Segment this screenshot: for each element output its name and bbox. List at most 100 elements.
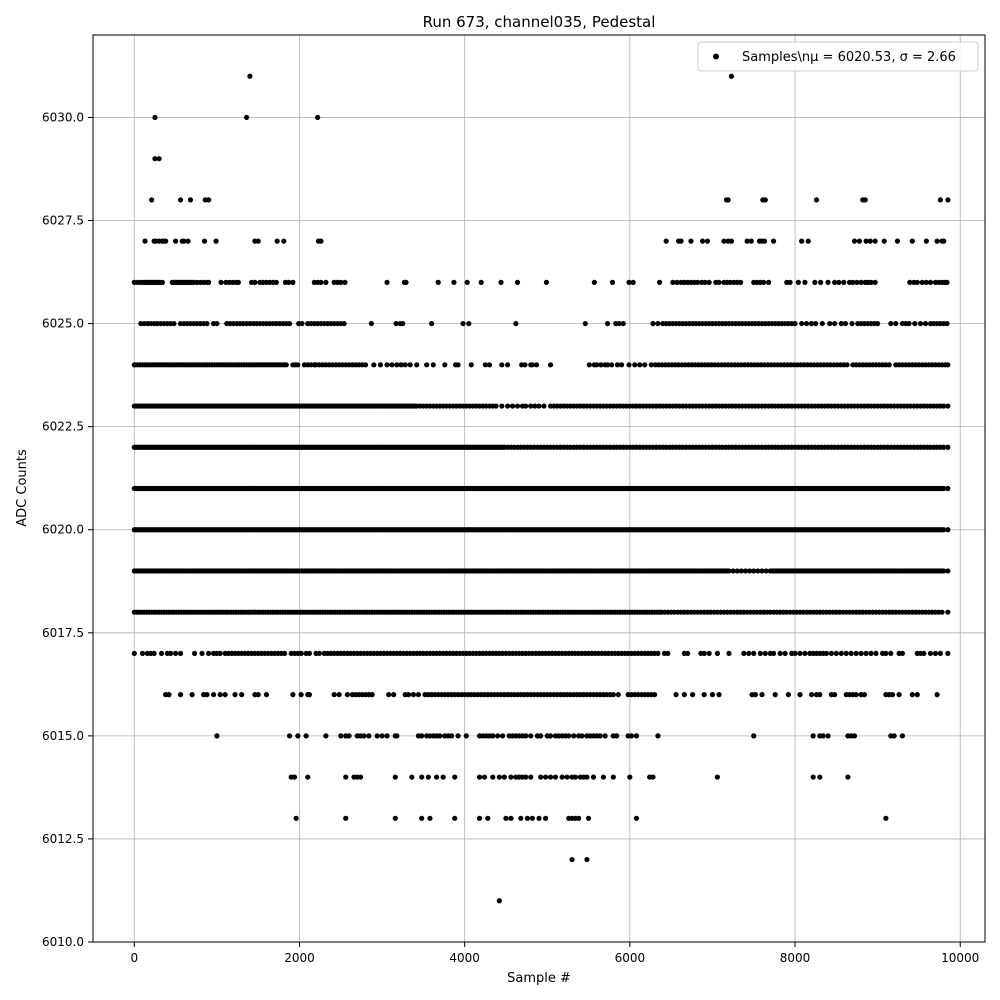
data-point xyxy=(655,320,661,327)
data-point xyxy=(650,774,656,780)
data-point xyxy=(283,362,289,368)
data-point xyxy=(281,238,287,244)
data-point xyxy=(808,692,815,698)
data-point xyxy=(934,692,940,698)
data-point xyxy=(514,403,521,409)
data-point xyxy=(914,692,920,698)
data-point xyxy=(726,650,732,657)
data-point xyxy=(748,238,754,244)
data-point xyxy=(409,774,415,780)
data-point xyxy=(529,815,535,821)
data-point xyxy=(384,362,390,368)
data-point xyxy=(886,362,892,368)
data-point xyxy=(868,650,874,657)
data-point xyxy=(856,238,863,244)
data-point xyxy=(832,320,838,327)
data-point xyxy=(528,774,534,780)
data-point xyxy=(808,320,815,327)
data-point xyxy=(496,898,502,904)
data-point xyxy=(343,815,349,821)
data-point xyxy=(206,197,212,203)
data-point xyxy=(151,650,157,657)
data-point xyxy=(394,362,400,368)
x-axis-label: Sample # xyxy=(507,971,571,986)
data-point xyxy=(725,197,731,203)
data-point xyxy=(374,733,380,739)
data-point xyxy=(181,238,187,244)
data-point xyxy=(797,692,803,698)
data-point xyxy=(842,320,849,327)
data-point xyxy=(503,815,509,821)
data-point xyxy=(597,733,603,739)
data-point xyxy=(792,320,798,327)
data-point xyxy=(239,692,245,698)
data-point xyxy=(945,609,951,615)
data-point xyxy=(665,650,671,657)
data-point xyxy=(452,774,458,780)
data-point xyxy=(172,238,179,244)
data-point xyxy=(626,362,632,368)
data-point xyxy=(744,238,750,244)
data-point xyxy=(762,650,768,657)
data-point xyxy=(499,362,505,368)
data-point xyxy=(770,650,777,657)
data-point xyxy=(782,650,788,657)
data-point xyxy=(232,692,238,698)
data-point xyxy=(210,692,217,698)
data-point xyxy=(945,444,951,450)
data-point xyxy=(670,279,676,285)
data-point xyxy=(812,279,818,285)
data-point xyxy=(941,238,947,244)
data-point xyxy=(923,238,929,244)
y-tick-label: 6030.0 xyxy=(42,110,84,124)
data-point xyxy=(810,733,816,739)
data-point xyxy=(529,362,535,368)
data-point xyxy=(726,568,732,574)
data-point xyxy=(585,815,592,821)
data-point xyxy=(945,362,951,368)
data-point xyxy=(538,733,544,739)
data-point xyxy=(247,73,253,79)
data-point xyxy=(286,320,293,327)
data-point xyxy=(298,650,304,657)
x-tick-label: 10000 xyxy=(941,951,979,965)
data-point xyxy=(655,733,661,739)
data-point xyxy=(861,692,868,698)
data-point xyxy=(777,650,783,657)
data-point xyxy=(564,774,570,780)
data-point xyxy=(222,692,228,698)
data-point xyxy=(286,733,293,739)
data-point xyxy=(899,733,906,739)
data-point xyxy=(728,73,735,79)
data-point xyxy=(721,238,727,244)
data-point xyxy=(159,279,165,285)
data-point xyxy=(482,362,488,368)
data-point xyxy=(463,733,469,739)
data-point xyxy=(344,692,350,698)
data-point xyxy=(371,362,377,368)
data-point xyxy=(792,650,798,657)
data-point xyxy=(496,774,502,780)
y-tick-label: 6027.5 xyxy=(42,214,84,228)
data-point xyxy=(214,733,220,739)
data-point xyxy=(678,238,684,244)
data-point xyxy=(366,733,372,739)
data-point xyxy=(610,774,616,780)
data-point xyxy=(419,733,425,739)
data-point xyxy=(881,238,887,244)
data-point xyxy=(894,238,901,244)
data-point xyxy=(440,774,446,780)
data-point xyxy=(189,692,195,698)
data-point xyxy=(762,197,768,203)
data-point xyxy=(914,279,920,285)
data-point xyxy=(909,692,915,698)
data-point xyxy=(941,444,947,450)
data-point xyxy=(513,320,519,327)
data-point xyxy=(858,279,864,285)
data-point xyxy=(751,650,757,657)
data-point xyxy=(518,815,524,821)
data-point xyxy=(944,279,950,285)
data-point xyxy=(541,403,547,409)
data-point xyxy=(559,774,565,780)
data-point xyxy=(851,238,858,244)
